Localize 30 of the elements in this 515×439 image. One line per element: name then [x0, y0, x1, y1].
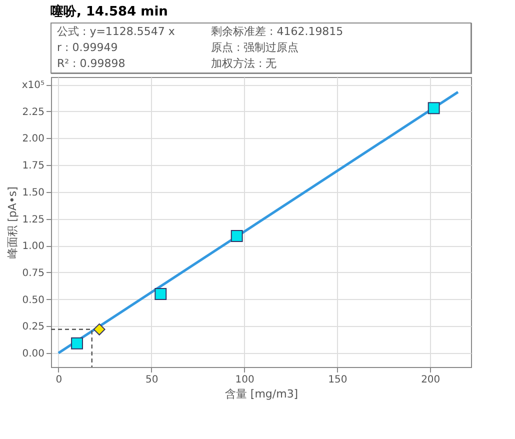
y-tick-label: 1.75 — [22, 160, 44, 172]
y-tick-label: 0.75 — [22, 268, 44, 279]
text: R² : 0.99898 — [57, 57, 126, 70]
text: 原点 : 强制过原点 — [211, 41, 299, 54]
y-tick-label: 2.00 — [22, 134, 44, 145]
text: 加权方法 : 无 — [211, 57, 277, 70]
y-tick-label: 1.00 — [22, 241, 44, 252]
chart-title: 噻吩, 14.584 min — [50, 4, 168, 20]
y-axis-title: 峰面积 [pA•s] — [6, 186, 19, 258]
text: 公式 : y=1128.5547 x — [57, 25, 176, 38]
x-axis-title: 含量 [mg/m3] — [224, 388, 298, 400]
point — [93, 323, 106, 336]
y-tick-label: 0.50 — [22, 294, 44, 306]
y-tick-label: 1.50 — [22, 187, 44, 198]
point — [428, 102, 440, 114]
text: r : 0.99949 — [57, 41, 118, 54]
y-tick-label: 0.25 — [22, 322, 44, 333]
y-tick-label: x10⁵ — [22, 80, 44, 92]
x-tick-label: 100 — [235, 374, 254, 386]
point — [154, 288, 167, 300]
x-tick-label: 0 — [56, 374, 62, 386]
x-tick-label: 150 — [328, 374, 348, 386]
point — [71, 337, 83, 350]
point — [230, 230, 243, 242]
x-tick-label: 200 — [421, 374, 440, 386]
y-tick-label: 1.25 — [22, 214, 44, 226]
y-tick-label: 2.25 — [22, 106, 44, 118]
x-tick-label: 50 — [145, 374, 158, 386]
text: 剩余标准差 : 4162.19815 — [211, 25, 344, 38]
y-tick-label: 0.00 — [22, 348, 44, 360]
